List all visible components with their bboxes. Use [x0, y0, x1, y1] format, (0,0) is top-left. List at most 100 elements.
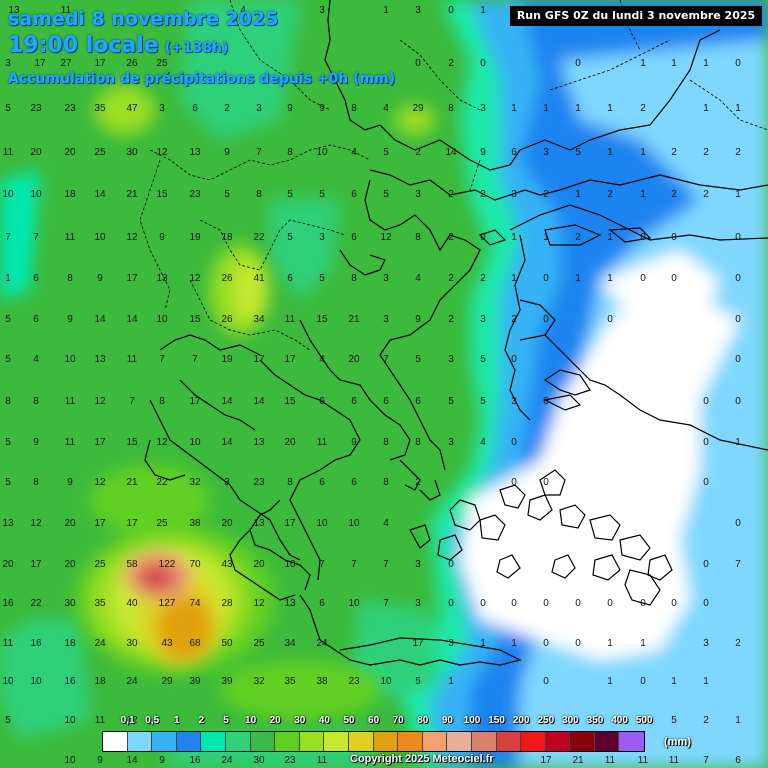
grid-value: 5: [383, 189, 389, 200]
grid-value: 1: [480, 638, 486, 649]
grid-value: 1: [640, 638, 646, 649]
grid-value: 5: [5, 437, 11, 448]
grid-value: 11: [65, 232, 76, 243]
grid-value: 11: [317, 437, 328, 448]
grid-value: 17: [34, 58, 46, 69]
legend-swatch: [422, 732, 448, 751]
grid-value: 5: [5, 715, 11, 726]
grid-value: 16: [2, 598, 14, 609]
grid-value: 7: [192, 354, 198, 365]
grid-value: 25: [94, 147, 106, 158]
grid-value: 122: [159, 559, 176, 570]
legend-swatch: [250, 732, 276, 751]
grid-value: 1: [735, 437, 741, 448]
grid-value: 2: [640, 103, 646, 114]
grid-value: 6: [351, 189, 357, 200]
grid-value: 7: [383, 598, 389, 609]
grid-value: 25: [253, 638, 265, 649]
grid-value: 17: [189, 396, 201, 407]
grid-value: 23: [189, 189, 201, 200]
grid-value: 20: [2, 559, 14, 570]
legend-swatch: [127, 732, 153, 751]
legend-swatch: [152, 732, 177, 751]
grid-value: 5: [448, 396, 454, 407]
grid-value: 1: [671, 676, 677, 687]
grid-value: 1: [575, 273, 581, 284]
grid-value: 0: [735, 354, 741, 365]
grid-value: 0: [480, 58, 486, 69]
grid-value: 35: [284, 676, 296, 687]
legend-swatch: [275, 732, 300, 751]
coastlines: [144, 0, 768, 666]
grid-value: 43: [221, 559, 233, 570]
grid-value: 2: [511, 314, 517, 325]
grid-value: 14: [126, 314, 138, 325]
grid-value: 0: [607, 314, 613, 325]
legend-label: 30: [294, 715, 306, 726]
grid-value: 1: [5, 273, 11, 284]
grid-value: 2: [575, 232, 581, 243]
grid-value: 1: [640, 58, 646, 69]
grid-value: 40: [126, 598, 138, 609]
grid-value: 0: [703, 437, 709, 448]
grid-value: 0: [735, 232, 741, 243]
grid-value: 0: [511, 598, 517, 609]
grid-value: 12: [156, 147, 168, 158]
grid-value: 1: [607, 103, 613, 114]
grid-value: 30: [253, 755, 265, 766]
grid-value: 0: [671, 232, 677, 243]
grid-value: 6: [383, 396, 389, 407]
grid-value: 1: [607, 147, 613, 158]
forecast-date: samedi 8 novembre 2025: [8, 8, 279, 30]
grid-value: 2: [224, 103, 230, 114]
grid-value: 11: [285, 314, 296, 325]
grid-value: 18: [64, 638, 76, 649]
grid-value: 0: [735, 518, 741, 529]
grid-value: 1: [607, 232, 613, 243]
grid-value: 27: [60, 58, 72, 69]
legend-label: 90: [441, 715, 453, 726]
grid-value: 7: [383, 354, 389, 365]
grid-value: 9: [351, 437, 357, 448]
grid-value: 1: [607, 676, 613, 687]
grid-value: 3: [448, 638, 454, 649]
grid-value: 13: [253, 518, 265, 529]
grid-value: 23: [30, 103, 42, 114]
grid-value: 0: [448, 5, 454, 16]
grid-value: 0: [640, 676, 646, 687]
country-borders: [139, 0, 768, 351]
grid-value: 1: [575, 189, 581, 200]
grid-value: 10: [64, 755, 76, 766]
grid-value: 1: [511, 273, 517, 284]
lead-time: (+138h): [164, 40, 229, 56]
grid-value: 20: [348, 354, 360, 365]
grid-value: 2: [448, 314, 454, 325]
grid-value: 18: [221, 232, 233, 243]
grid-value: 25: [156, 518, 168, 529]
grid-value: 3: [256, 103, 262, 114]
grid-value: 5: [480, 396, 486, 407]
grid-value: 0: [735, 273, 741, 284]
legend-swatch: [570, 732, 595, 751]
grid-value: 17: [94, 58, 106, 69]
grid-value: 23: [253, 477, 265, 488]
grid-value: 0: [575, 58, 581, 69]
grid-value: 0: [671, 598, 677, 609]
grid-value: 9: [33, 437, 39, 448]
grid-value: 28: [221, 598, 233, 609]
grid-value: 6: [319, 598, 325, 609]
grid-value: 4: [240, 5, 246, 16]
legend-label: 0,5: [145, 715, 160, 726]
grid-value: 5: [383, 147, 389, 158]
grid-value: 3: [319, 5, 325, 16]
grid-value: 8: [351, 103, 357, 114]
forecast-time: 19:00 locale (+138h): [8, 33, 228, 58]
legend-label: 200: [512, 715, 530, 726]
grid-value: 0: [703, 559, 709, 570]
grid-value: 5: [224, 189, 230, 200]
grid-value: 3: [448, 437, 454, 448]
grid-value: 9: [67, 314, 73, 325]
grid-value: 13: [156, 273, 168, 284]
grid-value: 11: [317, 755, 328, 766]
grid-value: 18: [64, 189, 76, 200]
